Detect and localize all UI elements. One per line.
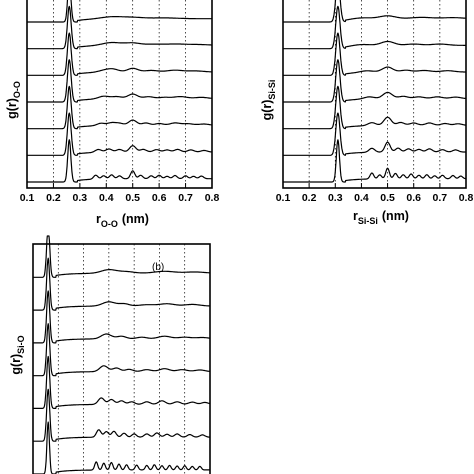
si-o-y-label-main: g(r): [9, 354, 23, 375]
o-o-x-tick-label: 0.2: [46, 192, 61, 204]
o-o-x-tick-label: 0.8: [205, 192, 220, 204]
si-si-x-label-main: r: [353, 209, 358, 223]
si-si-rdf-curve: [282, 32, 467, 76]
si-o-rdf-curve: [32, 235, 211, 278]
o-o-y-axis-label: g(r)O-O: [5, 81, 22, 119]
o-o-gridlines: [53, 0, 186, 188]
si-si-rdf-curve: [282, 0, 467, 23]
si-o-gridlines: [57, 244, 186, 474]
si-o-rdf-curve: [32, 257, 211, 311]
si-si-x-ticks: [282, 183, 467, 188]
si-si-rdf-curve: [282, 139, 467, 183]
o-o-rdf-curve: [26, 32, 213, 76]
si-si-x-tick-labels: 0.1 0.2 0.3 0.4 0.5 0.6 0.7 0.8: [276, 192, 474, 204]
o-o-x-tick-label: 0.1: [20, 192, 35, 204]
si-si-x-tick-label: 0.6: [406, 192, 421, 204]
o-o-rdf-curve: [26, 59, 213, 103]
si-si-x-tick-label: 0.8: [459, 192, 474, 204]
si-o-y-axis-label: g(r)Si-O: [9, 335, 26, 374]
o-o-x-tick-label: 0.7: [178, 192, 193, 204]
si-si-y-label-sub: Si-Si: [267, 80, 277, 100]
o-o-rdf-curve: [26, 139, 213, 183]
o-o-y-label-sub: O-O: [12, 81, 22, 98]
si-si-x-tick-label: 0.7: [433, 192, 448, 204]
si-o-curves: [32, 235, 211, 474]
o-o-x-tick-label: 0.3: [73, 192, 88, 204]
panel-si-si: 0.1 0.2 0.3 0.4 0.5 0.6 0.7 0.8 rSi-Si (nm) g(r)…: [260, 0, 473, 226]
o-o-rdf-curve: [26, 112, 213, 156]
o-o-x-ticks: [26, 183, 213, 188]
si-o-rdf-curve: [32, 388, 211, 442]
o-o-y-label-main: g(r): [5, 98, 19, 119]
o-o-rdf-curve: [26, 0, 213, 23]
si-si-rdf-curve: [282, 112, 467, 156]
o-o-x-tick-label: 0.4: [99, 192, 114, 204]
o-o-curves: [26, 0, 213, 183]
si-si-rdf-curve: [282, 85, 467, 130]
si-si-x-tick-label: 0.3: [328, 192, 343, 204]
si-si-x-tick-label: 0.5: [380, 192, 395, 204]
si-si-rdf-curve: [282, 59, 467, 103]
o-o-x-label-unit: (nm): [122, 212, 149, 226]
si-si-y-label-main: g(r): [260, 100, 274, 121]
si-si-curves: [282, 0, 467, 183]
si-o-rdf-curve: [32, 323, 211, 377]
o-o-x-label-sub: O-O: [101, 219, 118, 229]
si-si-rdf-curve: [282, 5, 467, 50]
si-o-y-label-sub: Si-O: [16, 335, 26, 354]
si-o-plot-frame: [32, 243, 211, 474]
si-o-rdf-curve: [32, 290, 211, 344]
si-si-plot-frame: [282, 0, 467, 189]
si-o-panel-tag: (b): [152, 262, 164, 273]
si-si-y-axis-label: g(r)Si-Si: [260, 80, 277, 121]
si-si-gridlines: [308, 0, 441, 188]
o-o-x-axis-label: rO-O (nm): [96, 212, 149, 229]
si-si-x-label-sub: Si-Si: [358, 216, 378, 226]
panel-si-o: (b) g(r)Si-O: [9, 235, 211, 474]
o-o-x-tick-label: 0.6: [152, 192, 167, 204]
o-o-plot-frame: [26, 0, 213, 189]
si-o-rdf-curve: [32, 421, 211, 474]
o-o-x-tick-labels: 0.1 0.2 0.3 0.4 0.5 0.6 0.7 0.8: [20, 192, 220, 204]
o-o-x-tick-label: 0.5: [125, 192, 140, 204]
si-si-x-tick-label: 0.2: [302, 192, 317, 204]
si-si-x-label-unit: (nm): [382, 209, 409, 223]
si-si-x-axis-label: rSi-Si (nm): [353, 209, 409, 226]
si-o-rdf-curve: [32, 355, 211, 409]
si-si-x-tick-label: 0.1: [276, 192, 291, 204]
o-o-x-label-main: r: [96, 212, 101, 226]
o-o-rdf-curve: [26, 5, 213, 50]
si-si-x-tick-label: 0.4: [354, 192, 369, 204]
panel-o-o: 0.1 0.2 0.3 0.4 0.5 0.6 0.7 0.8 rO-O (nm) g(r)O-…: [5, 0, 219, 229]
o-o-rdf-curve: [26, 85, 213, 130]
